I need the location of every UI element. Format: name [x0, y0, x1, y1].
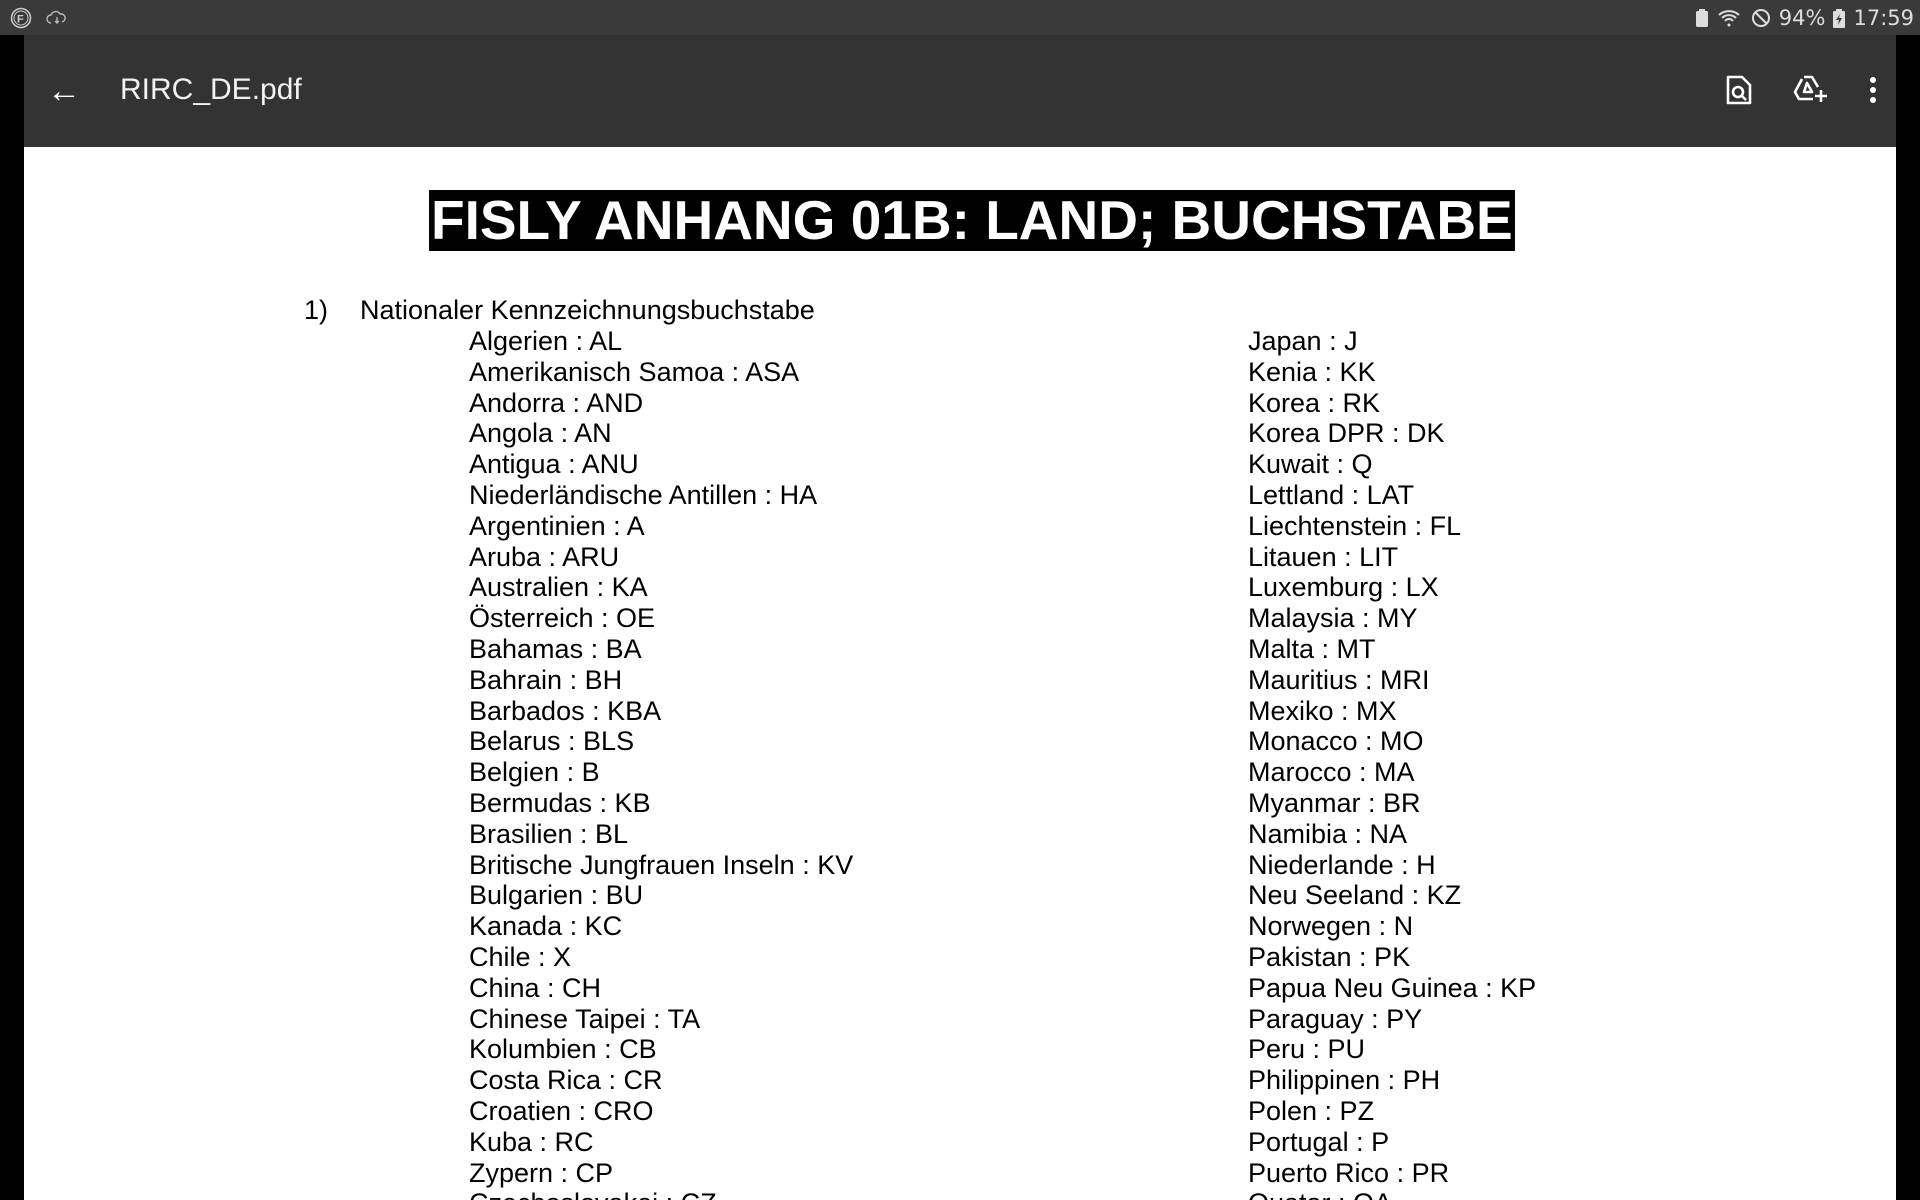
country-code-entry: Mauritius : MRI	[1248, 664, 1430, 695]
document-title: RIRC_DE.pdf	[120, 73, 302, 106]
battery-charging-icon	[1833, 9, 1846, 28]
country-code-entry: Namibia : NA	[1248, 818, 1408, 849]
country-code-entry: Myanmar : BR	[1248, 787, 1421, 818]
country-code-entry: Aruba : ARU	[469, 541, 620, 572]
country-code-entry: Österreich : OE	[469, 603, 656, 634]
country-code-entry: Lettland : LAT	[1248, 479, 1415, 510]
battery-percent: 94%	[1778, 6, 1826, 30]
country-code-entry: Kenia : KK	[1248, 356, 1376, 387]
f-app-icon: F	[10, 7, 32, 29]
country-code-entry: Korea DPR : DK	[1248, 418, 1445, 449]
country-code-entry: Pakistan : PK	[1248, 941, 1411, 972]
country-code-entry: Croatien : CRO	[469, 1095, 654, 1126]
country-code-entry: Luxemburg : LX	[1248, 572, 1439, 603]
battery-saver-icon	[1695, 9, 1708, 27]
country-code-entry: Niederländische Antillen : HA	[469, 479, 818, 510]
pdf-page[interactable]: FISLY ANHANG 01B: LAND; BUCHSTABE 1) Nat…	[24, 147, 1896, 1200]
country-code-entry: Polen : PZ	[1248, 1095, 1375, 1126]
country-code-entry: Korea : RK	[1248, 387, 1381, 418]
country-code-entry: Zypern : CP	[469, 1157, 614, 1188]
country-code-entry: Costa Rica : CR	[469, 1065, 663, 1096]
country-code-entry: Antigua : ANU	[469, 449, 639, 480]
page-heading: FISLY ANHANG 01B: LAND; BUCHSTABE	[429, 189, 1515, 251]
country-code-entry: Mexiko : MX	[1248, 695, 1397, 726]
svg-text:F: F	[17, 14, 24, 26]
country-code-entry: Portugal : P	[1248, 1126, 1390, 1157]
status-bar: F 94% 17:59	[0, 0, 1920, 35]
country-code-entry: Australien : KA	[469, 572, 648, 603]
country-code-entry: Marocco : MA	[1248, 757, 1415, 788]
more-vert-icon[interactable]	[1846, 63, 1900, 117]
country-code-entry: Japan : J	[1248, 326, 1358, 356]
country-code-entry: Kuwait : Q	[1248, 449, 1373, 480]
country-code-entry: Peru : PU	[1248, 1034, 1366, 1065]
country-code-entry: Neu Seeland : KZ	[1248, 880, 1462, 911]
country-code-entry: Paraguay : PY	[1248, 1003, 1423, 1034]
cloud-download-icon	[46, 10, 66, 24]
country-code-entry: Kuba : RC	[469, 1126, 594, 1157]
app-toolbar: ← RIRC_DE.pdf	[24, 35, 1896, 147]
country-code-entry: Bahrain : BH	[469, 664, 623, 695]
do-not-disturb-icon	[1751, 9, 1770, 27]
country-code-entry: Andorra : AND	[469, 387, 644, 418]
back-arrow-icon[interactable]: ←	[47, 72, 81, 110]
country-code-entry: Brasilien : BL	[469, 818, 629, 849]
country-code-entry: Chile : X	[469, 941, 572, 972]
country-code-entry: Britische Jungfrauen Inseln : KV	[469, 849, 854, 880]
country-code-entry: Puerto Rico : PR	[1248, 1157, 1450, 1188]
country-code-entry: Amerikanisch Samoa : ASA	[469, 356, 800, 387]
wifi-icon	[1718, 10, 1740, 27]
country-code-entry: Bahamas : BA	[469, 633, 642, 664]
country-code-entry: Bulgarien : BU	[469, 880, 644, 911]
country-code-entry: Kanada : KC	[469, 911, 623, 942]
country-code-entry: Monacco : MO	[1248, 726, 1424, 757]
country-code-entry: Argentinien : A	[469, 510, 645, 541]
country-code-entry: Chinese Taipei : TA	[469, 1003, 701, 1034]
country-code-entry: Angola : AN	[469, 418, 612, 449]
country-code-entry: Czechoslovakei : CZ	[469, 1188, 853, 1200]
country-code-entry: Belgien : B	[469, 757, 600, 788]
country-list-right: Japan : J Kenia : KK Korea : RK Korea DPR :…	[1248, 326, 1536, 1200]
country-code-entry: Algerien : AL	[469, 326, 623, 356]
country-code-entry: Norwegen : N	[1248, 911, 1414, 942]
clock: 17:59	[1853, 6, 1914, 30]
section-heading: Nationaler Kennzeichnungsbuchstabe	[360, 295, 815, 325]
country-code-entry: Philippinen : PH	[1248, 1065, 1441, 1096]
country-code-entry: Papua Neu Guinea : KP	[1248, 972, 1537, 1003]
country-code-entry: Niederlande : H	[1248, 849, 1436, 880]
country-code-entry: Kolumbien : CB	[469, 1034, 657, 1065]
country-code-entry: Quatar : QA	[1248, 1188, 1536, 1200]
country-list-left: Algerien : AL Amerikanisch Samoa : ASA And…	[469, 326, 853, 1200]
country-code-entry: China : CH	[469, 972, 602, 1003]
country-code-entry: Malta : MT	[1248, 633, 1376, 664]
section-number: 1)	[304, 295, 329, 325]
country-code-entry: Malaysia : MY	[1248, 603, 1418, 634]
country-code-entry: Belarus : BLS	[469, 726, 635, 757]
country-code-entry: Liechtenstein : FL	[1248, 510, 1462, 541]
find-in-document-icon[interactable]	[1712, 63, 1766, 117]
country-code-entry: Litauen : LIT	[1248, 541, 1399, 572]
country-code-entry: Barbados : KBA	[469, 695, 662, 726]
add-to-drive-icon[interactable]	[1784, 63, 1838, 117]
country-code-entry: Bermudas : KB	[469, 787, 651, 818]
